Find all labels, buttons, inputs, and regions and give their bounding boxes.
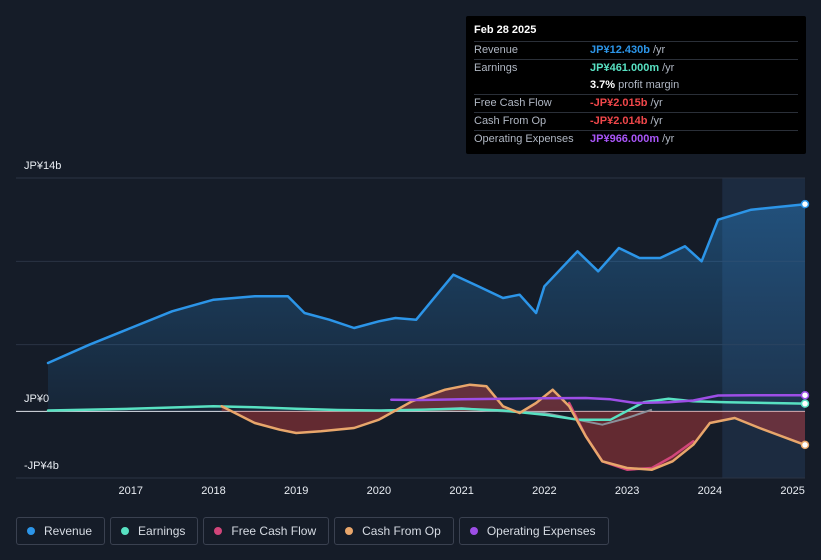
cash-from-op-line[interactable] <box>220 383 807 471</box>
tooltip-unit: /yr <box>662 62 675 74</box>
y-tick-label: JP¥0 <box>24 393 50 405</box>
tooltip-value: -JP¥2.015b <box>590 97 648 109</box>
tooltip-label: Operating Expenses <box>474 133 574 145</box>
legend-item-earnings[interactable]: Earnings <box>110 517 199 545</box>
series-lines <box>46 202 807 471</box>
legend-label: Earnings <box>138 524 186 538</box>
tooltip-label: Cash From Op <box>474 115 547 127</box>
tooltip-unit: /yr <box>650 97 663 109</box>
tooltip-row-operating-expenses: Operating Expenses JP¥966.000m /yr <box>474 130 798 148</box>
legend-item-free-cash-flow[interactable]: Free Cash Flow <box>203 517 330 545</box>
x-tick-label: 2019 <box>283 485 309 497</box>
earnings-end-marker <box>800 399 810 408</box>
tooltip-value: JP¥12.430b <box>590 44 650 56</box>
operating-expenses-line[interactable] <box>390 393 807 405</box>
tooltip-row-revenue: Revenue JP¥12.430b /yr <box>474 41 798 59</box>
cash-from-op-area <box>221 384 805 470</box>
tooltip-label: Free Cash Flow <box>474 97 552 109</box>
tooltip-value: JP¥461.000m <box>590 62 660 74</box>
data-tooltip: Feb 28 2025 Revenue JP¥12.430b /yr Earni… <box>466 16 806 154</box>
revenue-end-marker <box>800 199 810 209</box>
x-tick-label: 2021 <box>449 485 474 497</box>
legend-label: Revenue <box>44 524 93 538</box>
legend-item-operating-expenses[interactable]: Operating Expenses <box>458 517 609 545</box>
x-tick-label: 2017 <box>118 485 143 497</box>
x-tick-label: 2024 <box>697 485 723 497</box>
chart-legend: Revenue Earnings Free Cash Flow Cash Fro… <box>16 517 609 545</box>
legend-item-cash-from-op[interactable]: Cash From Op <box>334 517 454 545</box>
x-tick-label: 2018 <box>201 485 226 497</box>
tooltip-label: Earnings <box>474 62 518 74</box>
series-fills <box>48 204 805 470</box>
legend-dot-icon <box>27 527 35 535</box>
legend-label: Free Cash Flow <box>231 524 317 538</box>
tooltip-row-free-cash-flow: Free Cash Flow -JP¥2.015b /yr <box>474 94 798 112</box>
legend-item-revenue[interactable]: Revenue <box>16 517 106 545</box>
tooltip-unit: /yr <box>652 44 666 56</box>
legend-dot-icon <box>469 527 478 535</box>
tooltip-label <box>474 77 590 94</box>
revenue-line[interactable] <box>46 202 807 365</box>
x-tick-label: 2025 <box>780 485 805 497</box>
tooltip-value: JP¥966.000m <box>590 133 660 145</box>
legend-label: Cash From Op <box>362 524 441 538</box>
tooltip-unit: /yr <box>662 133 675 145</box>
x-tick-label: 2023 <box>614 485 640 497</box>
end-markers <box>800 199 810 450</box>
x-tick-label: 2022 <box>532 485 557 497</box>
tooltip-unit: /yr <box>650 115 663 127</box>
tooltip-unit: profit margin <box>618 79 680 91</box>
tooltip-row-earnings: Earnings JP¥461.000m /yr <box>474 59 798 77</box>
tooltip-value: 3.7% <box>590 79 616 91</box>
cash-from-op-end-marker <box>800 440 810 450</box>
legend-dot-icon <box>345 527 354 535</box>
legend-label: Operating Expenses <box>486 524 596 538</box>
tooltip-label: Revenue <box>474 44 519 56</box>
tooltip-value: -JP¥2.014b <box>590 115 648 127</box>
tooltip-row-cash-from-op: Cash From Op -JP¥2.014b /yr <box>474 112 798 130</box>
y-tick-label: JP¥14b <box>24 160 62 172</box>
tooltip-date: Feb 28 2025 <box>474 24 537 36</box>
y-tick-label: -JP¥4b <box>24 460 59 472</box>
operating-expenses-end-marker <box>800 390 810 400</box>
earnings-line[interactable] <box>46 397 807 421</box>
tooltip-row-profit-margin: 3.7% profit margin <box>474 77 798 94</box>
legend-dot-icon <box>121 527 130 535</box>
x-tick-label: 2020 <box>366 485 392 497</box>
legend-dot-icon <box>214 527 223 535</box>
